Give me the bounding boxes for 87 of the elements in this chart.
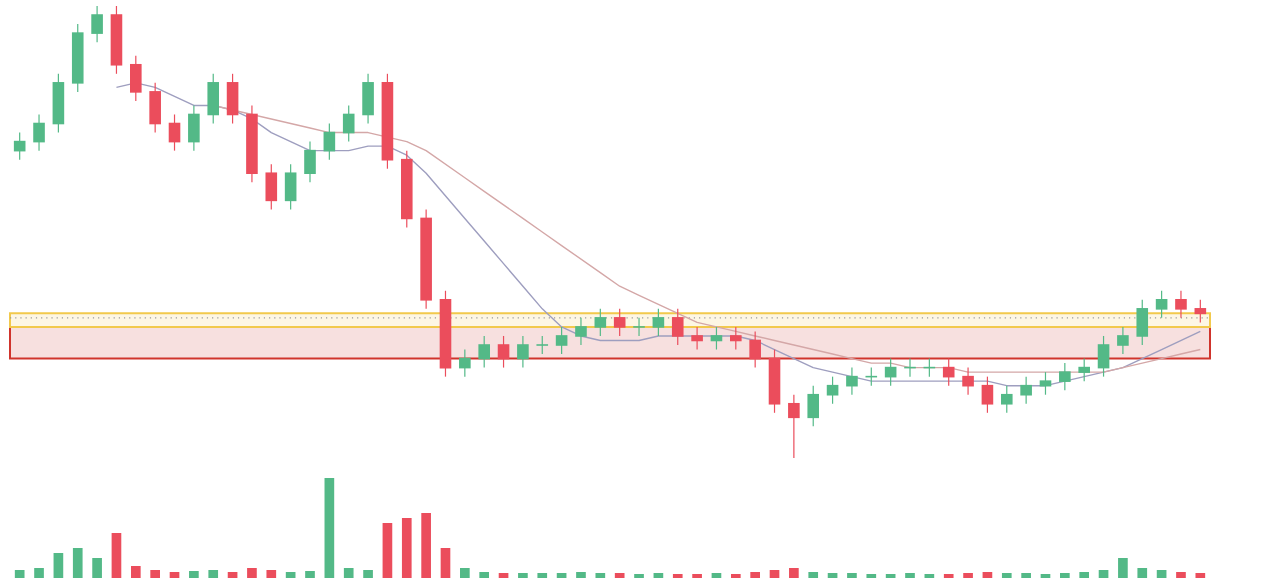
bar xyxy=(150,570,160,578)
bar xyxy=(227,572,238,578)
bar xyxy=(208,570,219,578)
bar xyxy=(982,572,993,578)
candlestick xyxy=(1039,371,1052,396)
bar xyxy=(750,572,760,578)
bar xyxy=(169,572,180,578)
candlestick xyxy=(962,366,974,396)
candlestick xyxy=(1117,326,1129,355)
candlestick xyxy=(33,113,45,152)
candlestick xyxy=(130,55,142,102)
candlestick xyxy=(323,122,336,161)
bar xyxy=(1079,572,1090,578)
bar xyxy=(130,566,141,578)
candlestick xyxy=(342,104,355,143)
bar xyxy=(440,548,451,578)
bar xyxy=(111,533,122,578)
candlestick xyxy=(1194,299,1207,323)
candlestick xyxy=(1020,376,1032,405)
bar xyxy=(1137,568,1148,578)
candlestick xyxy=(478,335,490,369)
candlestick xyxy=(1000,385,1013,414)
candlestick xyxy=(826,376,839,405)
bar xyxy=(789,568,799,578)
candlestick xyxy=(52,73,65,134)
bar xyxy=(189,571,199,578)
bar xyxy=(305,571,315,578)
candlestick xyxy=(807,385,820,427)
bar xyxy=(363,570,373,578)
bar xyxy=(401,518,412,578)
candlestick xyxy=(1175,290,1187,319)
bar xyxy=(576,572,586,578)
candlestick xyxy=(459,348,471,378)
candlestick xyxy=(555,326,568,355)
bar xyxy=(324,478,335,578)
candlestick xyxy=(846,366,858,396)
bar xyxy=(343,568,354,578)
bar xyxy=(479,572,490,578)
candlestick xyxy=(362,73,374,125)
candlestick xyxy=(265,163,278,210)
candlestick xyxy=(691,326,703,351)
bar xyxy=(1156,570,1167,578)
bar xyxy=(34,568,44,578)
bar xyxy=(421,513,431,578)
candlestick xyxy=(1136,299,1149,346)
candlestick xyxy=(284,163,297,210)
bar xyxy=(285,572,296,578)
bar xyxy=(72,548,83,578)
candlestick xyxy=(536,335,549,355)
bar xyxy=(14,570,25,578)
candlestick xyxy=(149,82,161,134)
bar xyxy=(769,570,780,578)
candlestick xyxy=(1078,357,1090,382)
candlestick xyxy=(575,317,587,346)
candlestick xyxy=(768,348,781,414)
candlestick xyxy=(594,308,607,337)
bar xyxy=(460,568,470,578)
bar xyxy=(92,558,102,578)
candlestick xyxy=(671,308,684,346)
bar xyxy=(1176,572,1186,578)
candlestick xyxy=(517,335,529,369)
candlestick xyxy=(1155,290,1168,319)
bar xyxy=(382,523,393,578)
candlestick xyxy=(710,326,723,351)
candlestick xyxy=(1097,335,1110,378)
bar xyxy=(1098,570,1109,578)
candlestick xyxy=(749,330,761,369)
candlestick xyxy=(613,308,626,337)
candlestick xyxy=(304,140,316,183)
bar xyxy=(266,570,277,578)
candlestick xyxy=(981,376,994,414)
candlestick xyxy=(652,308,665,337)
candlestick xyxy=(168,113,181,152)
candlestick xyxy=(788,394,800,459)
candlestick xyxy=(91,5,103,43)
candlestick xyxy=(730,326,742,351)
candlestick xyxy=(188,104,200,152)
candlestick xyxy=(942,357,955,387)
bar xyxy=(247,568,257,578)
candlestick xyxy=(1059,362,1071,391)
candlestick xyxy=(633,317,645,337)
candlestick xyxy=(497,335,510,369)
bar xyxy=(1118,558,1128,578)
candlestick xyxy=(207,73,220,125)
bar xyxy=(808,572,819,578)
candlestick xyxy=(226,73,239,125)
bar xyxy=(53,553,64,578)
